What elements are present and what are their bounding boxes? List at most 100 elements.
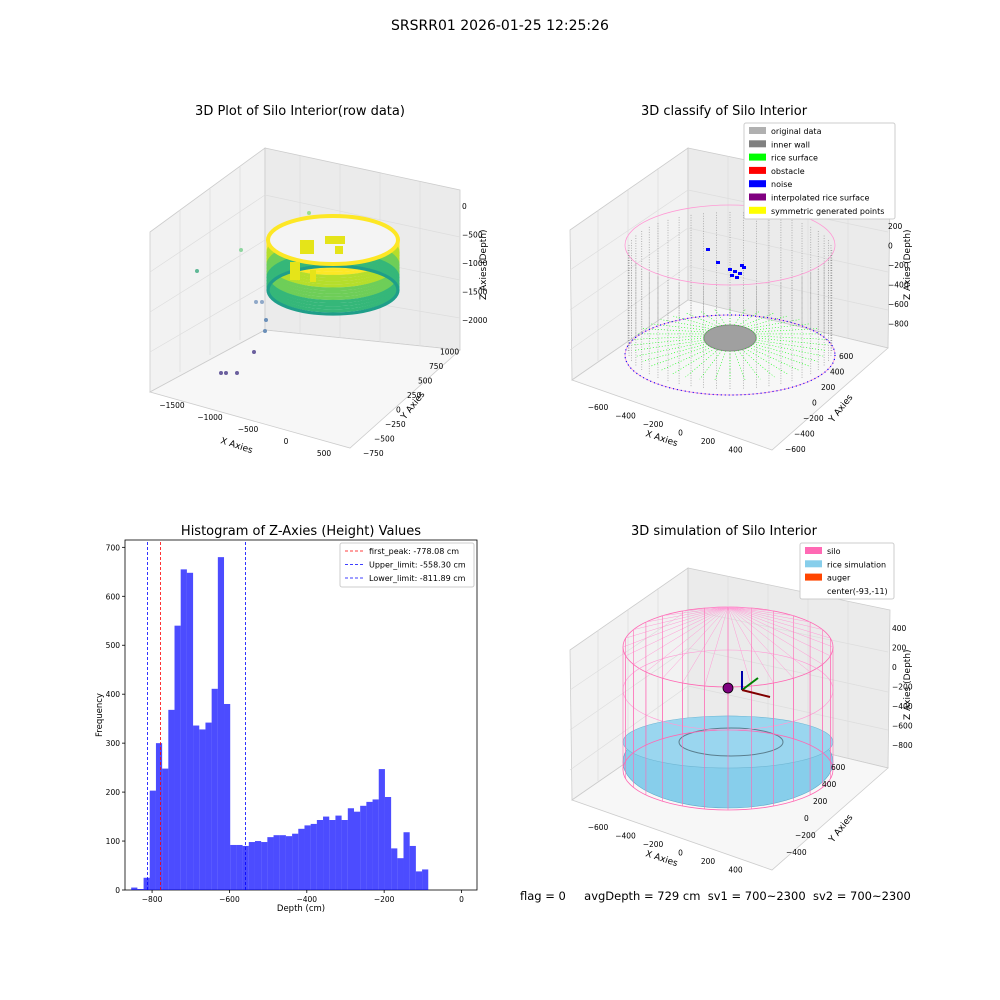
classify-rice-surface-ray <box>753 328 818 333</box>
histogram-title: Histogram of Z-Axies (Height) Values <box>180 524 422 539</box>
classify-rice-surface-ray <box>685 349 719 378</box>
histogram-bar <box>137 889 144 890</box>
raw-x-label: X Axies <box>219 436 254 456</box>
raw-ring-band <box>266 239 400 291</box>
classify-noise-cluster <box>742 266 746 269</box>
raw-outlier-point <box>195 269 199 273</box>
simulation-y-tick-label: 0 <box>804 814 809 823</box>
raw-plot-title: 3D Plot of Silo Interior(row data) <box>195 104 405 119</box>
simulation-silo-roof-wire <box>645 606 729 673</box>
histogram-bar <box>199 729 206 890</box>
simulation-silo-roof-wire <box>727 606 752 609</box>
raw-ring-band <box>266 230 400 282</box>
classify-x-tick-label: −200 <box>643 420 664 429</box>
histogram-x-tick-label: −200 <box>374 895 395 904</box>
simulation-silo-roof-wire <box>727 606 811 673</box>
status-avg-depth: avgDepth = 729 cm <box>584 889 701 903</box>
raw-outlier-point <box>254 300 258 304</box>
classify-rice-surface-ray <box>685 312 719 327</box>
simulation-x-label: X Axies <box>644 849 679 869</box>
pane-grid-line <box>687 647 889 693</box>
raw-y-tick-label: −750 <box>363 449 384 458</box>
classify-y-tick-label: −600 <box>785 445 806 454</box>
classify-y-tick-label: 200 <box>821 383 836 392</box>
histogram-bar <box>242 845 249 890</box>
classify-noise-ring <box>624 314 836 396</box>
simulation-legend-label: rice simulation <box>827 560 886 569</box>
simulation-y-tick-label: 600 <box>831 763 846 772</box>
simulation-silo-roof-wire <box>704 606 729 609</box>
classify-rice-surface-ray <box>672 315 715 328</box>
histogram-bar <box>360 805 367 890</box>
histogram-bar <box>131 887 138 890</box>
raw-x-tick-label: −1500 <box>159 401 185 410</box>
classify-rice-surface-ray <box>737 310 761 326</box>
raw-y-label: Y Axies <box>399 390 428 423</box>
raw-x-tick-label: −1000 <box>197 413 223 422</box>
simulation-silo-roof-wire <box>727 606 823 665</box>
classify-rice-surface-ray <box>650 345 710 367</box>
classify-back-left-pane <box>569 147 689 381</box>
classify-z-tick-label: 0 <box>888 242 893 251</box>
classify-legend-swatch <box>749 127 766 134</box>
simulation-back-left-pane <box>569 567 689 801</box>
classify-legend-label: rice surface <box>771 154 818 163</box>
simulation-z-tick-label: −400 <box>892 702 913 711</box>
raw-back-right-pane <box>264 147 461 351</box>
classify-x-label: X Axies <box>644 429 679 449</box>
simulation-legend-label: silo <box>827 547 841 556</box>
raw-outlier-point <box>307 211 311 215</box>
pane-grid-line <box>569 609 689 691</box>
histogram-bar <box>149 790 156 890</box>
simulation-silo-roof-wire <box>633 606 729 630</box>
raw-z-tick-label: −2000 <box>462 316 488 325</box>
classify-rice-surface-ray <box>753 343 818 362</box>
histogram-y-ticks: 0 100 200 300 400 500 600 700 <box>106 543 125 895</box>
simulation-silo-roof-wire <box>727 606 794 679</box>
histogram-bar <box>329 820 336 890</box>
classify-x-tick-label: 0 <box>678 429 683 438</box>
simulation-legend-label: center(-93,-11) <box>827 587 888 596</box>
histogram-legend-label: Lower_limit: -811.89 cm <box>369 574 466 583</box>
pane-grid-line <box>264 194 461 238</box>
histogram-bar <box>316 820 324 890</box>
histogram-bar <box>384 796 392 890</box>
classify-z-tick-label: −400 <box>888 281 909 290</box>
raw-ring-top <box>266 214 400 266</box>
raw-z-tick-label: −1500 <box>462 288 488 297</box>
classify-legend-box <box>743 122 896 220</box>
histogram-y-tick-label: 0 <box>115 886 120 895</box>
simulation-silo-roof-wire <box>625 606 729 639</box>
histogram-bar <box>174 625 181 890</box>
classify-rice-surface-ray <box>642 343 707 362</box>
histogram-bar <box>403 832 410 890</box>
raw-x-tick-label: 0 <box>284 437 289 446</box>
histogram-bar <box>205 722 212 890</box>
classify-rice-surface-ray <box>714 350 727 381</box>
classify-legend-label: obstacle <box>771 167 805 176</box>
pane-grid-line <box>687 609 889 653</box>
classify-noise-cluster <box>733 270 737 273</box>
histogram-bar <box>409 845 416 890</box>
histogram-x-tick-label: −400 <box>296 895 317 904</box>
classify-rice-surface-ray <box>733 309 746 326</box>
simulation-x-ticks: −600 −400 −200 0 200 400 <box>588 823 743 875</box>
classify-noise-cluster <box>706 248 710 251</box>
simulation-plot-title: 3D simulation of Silo Interior <box>631 524 817 539</box>
histogram-bar <box>193 725 200 890</box>
raw-ring-band <box>266 245 400 297</box>
simulation-x-tick-label: −600 <box>588 823 609 832</box>
classify-noise-cluster <box>735 276 739 279</box>
classify-legend-swatch <box>749 153 766 161</box>
simulation-silo-roof-wire <box>622 606 729 648</box>
classify-rice-surface-ray <box>631 337 705 346</box>
raw-interior-cluster <box>335 246 343 254</box>
pane-grid-line <box>149 239 266 313</box>
histogram-bar <box>292 833 299 890</box>
histogram-bar <box>211 688 218 890</box>
classify-z-tick-label: −800 <box>888 320 909 329</box>
pane-grid-line <box>569 265 689 351</box>
histogram-y-tick-label: 400 <box>106 690 121 699</box>
raw-y-tick-label: −500 <box>374 435 395 444</box>
histogram-x-tick-label: −800 <box>142 895 163 904</box>
